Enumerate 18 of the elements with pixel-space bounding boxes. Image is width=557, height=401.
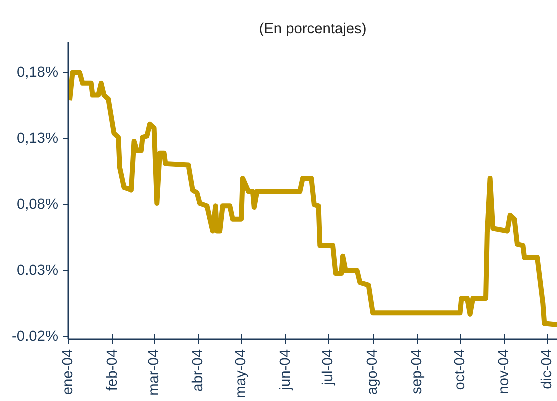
x-tick-label: oct-04 [452, 350, 468, 390]
y-tick-label: 0,08% [16, 196, 59, 213]
y-tick-label: -0.02% [12, 328, 59, 345]
x-tick-label: ene-04 [60, 349, 76, 396]
y-tick-label: 0,13% [16, 130, 59, 147]
chart-title: (En porcentajes) [259, 22, 367, 38]
x-tick-label: ago-04 [365, 349, 382, 396]
x-tick-label: sep-04 [409, 349, 426, 394]
x-tick-label: nov-04 [496, 349, 513, 394]
x-tick-label: feb-04 [104, 349, 121, 392]
x-tick-label: abr-04 [190, 349, 207, 392]
x-tick-label: dic-04 [539, 349, 556, 390]
y-tick-label: 0.03% [16, 262, 59, 279]
y-tick-label: 0,18% [16, 64, 59, 81]
x-tick-label: jun-04 [278, 349, 294, 392]
x-tick-label: mar-04 [146, 349, 162, 396]
x-tick-label: may-04 [234, 349, 250, 398]
x-tick-label: jul-04 [320, 349, 337, 386]
